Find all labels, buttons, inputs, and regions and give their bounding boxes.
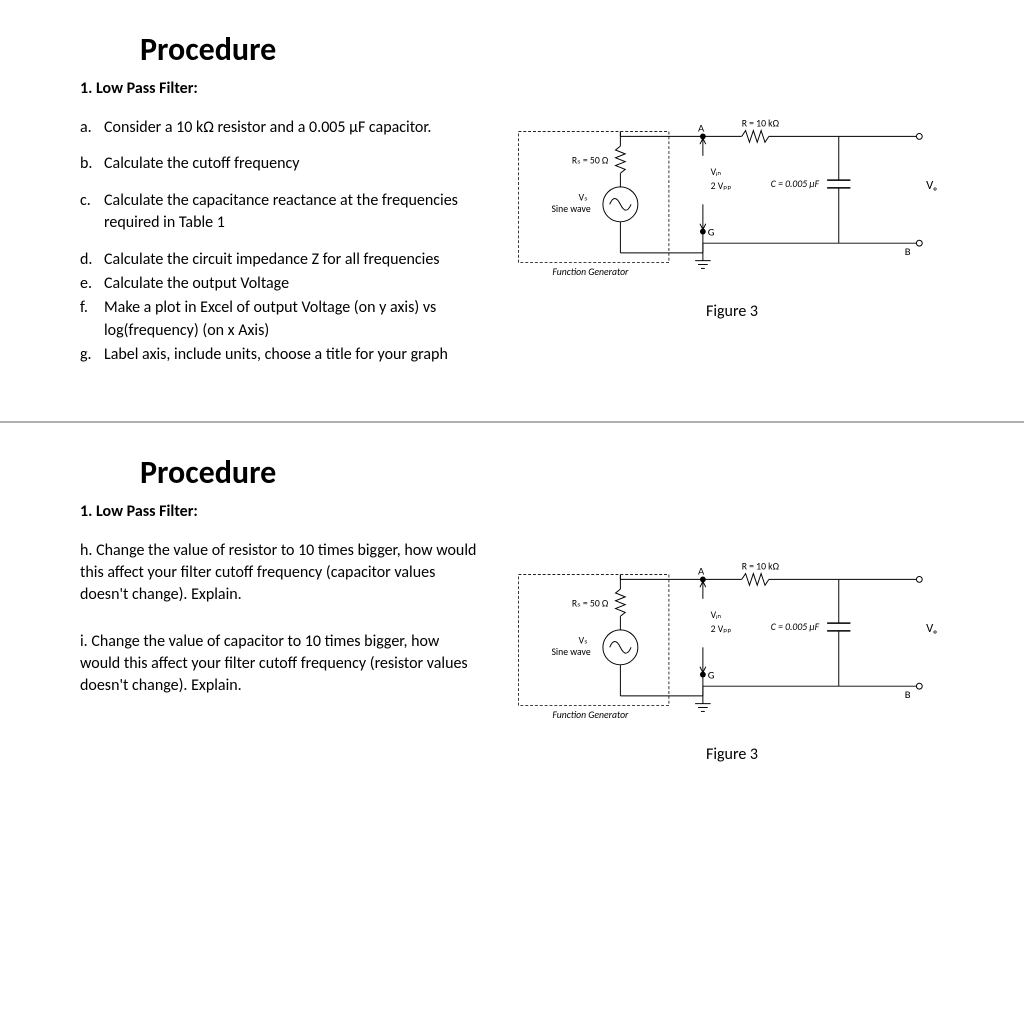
item-d: d.Calculate the circuit impedance Z for … [80,249,480,271]
figure3-diagram-1 [502,117,962,282]
item-g: g.Label axis, include units, choose a ti… [80,344,480,366]
item-a: a.Consider a 10 kΩ resistor and a 0.005 … [80,117,480,139]
figure3-caption-2: Figure 3 [706,745,758,764]
procedure-list-1: a.Consider a 10 kΩ resistor and a 0.005 … [60,117,480,367]
page-2: Procedure 1. Low Pass Filter: h. Change … [0,423,1024,804]
s1-heading: Low Pass Filter: [96,79,198,98]
para-i: i. Change the value of capacitor to 10 t… [80,631,480,698]
item-f: f.Make a plot in Excel of output Voltage… [80,297,480,342]
item-b: b.Calculate the cutoff frequency [80,153,480,175]
section2-title: Procedure [140,453,964,492]
s2-num: 1. [80,502,92,521]
para-h: h. Change the value of resistor to 10 ti… [80,540,480,607]
item-e: e.Calculate the output Voltage [80,273,480,295]
figure3-caption-1: Figure 3 [706,302,758,321]
section1-title: Procedure [140,30,964,69]
item-c: c.Calculate the capacitance reactance at… [80,190,480,235]
page-1: Procedure 1. Low Pass Filter: a.Consider… [0,0,1024,421]
figure3-diagram-2 [502,560,962,725]
s1-num: 1. [80,79,92,98]
s2-heading: Low Pass Filter: [96,502,198,521]
